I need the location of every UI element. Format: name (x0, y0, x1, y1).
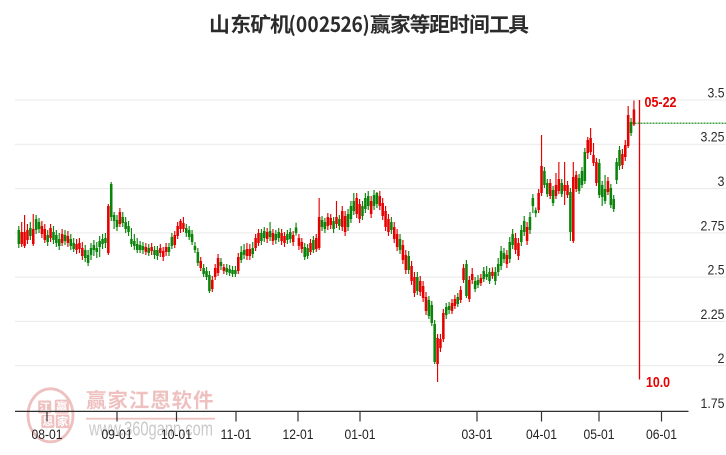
svg-text:2.25: 2.25 (701, 306, 725, 322)
svg-text:10-01: 10-01 (161, 427, 192, 443)
svg-text:3.25: 3.25 (701, 129, 725, 145)
svg-text:05-01: 05-01 (584, 427, 615, 443)
svg-text:09-01: 09-01 (102, 427, 133, 443)
svg-text:1.75: 1.75 (701, 395, 725, 411)
svg-text:03-01: 03-01 (462, 427, 493, 443)
svg-text:2.75: 2.75 (701, 217, 725, 233)
svg-text:2.5: 2.5 (708, 262, 725, 278)
svg-text:10.0: 10.0 (646, 375, 670, 391)
svg-text:3.5: 3.5 (708, 84, 725, 100)
svg-text:06-01: 06-01 (646, 427, 677, 443)
svg-text:www.360gann.com: www.360gann.com (88, 419, 213, 441)
svg-text:3: 3 (718, 173, 725, 189)
svg-text:01-01: 01-01 (345, 427, 376, 443)
svg-text:2: 2 (718, 350, 725, 366)
svg-text:08-01: 08-01 (32, 427, 63, 443)
svg-text:04-01: 04-01 (526, 427, 557, 443)
svg-text:11-01: 11-01 (221, 427, 252, 443)
svg-text:05-22: 05-22 (645, 94, 677, 111)
svg-text:12-01: 12-01 (283, 427, 314, 443)
